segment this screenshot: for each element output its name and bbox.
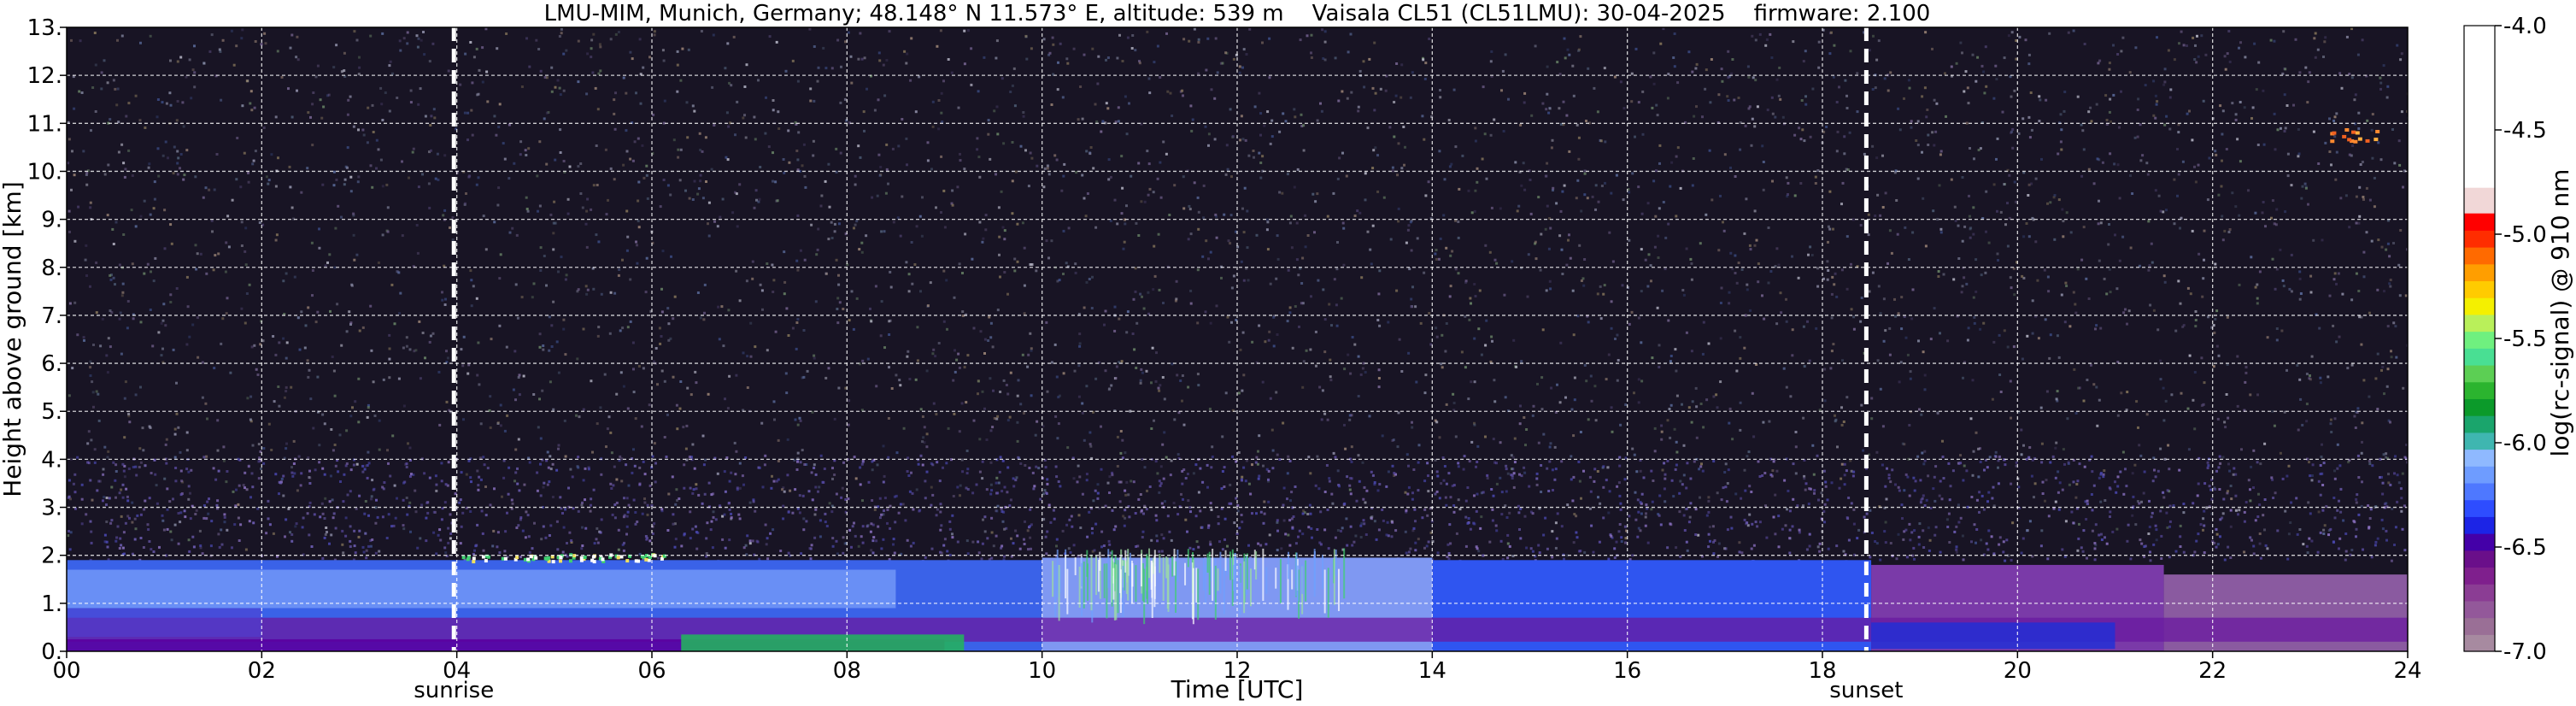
y-tick-label: 1.: [41, 591, 62, 617]
x-tick-label: 10: [1028, 658, 1056, 684]
colorbar-segment: [2464, 297, 2495, 315]
colorbar-tick-label: -4.5: [2503, 118, 2547, 144]
colorbar-segment: [2464, 634, 2495, 652]
colorbar-label: log(rc-signal) @ 910 nm: [2546, 169, 2574, 457]
sunrise-label: sunrise: [414, 678, 494, 703]
sunset-label: sunset: [1829, 678, 1903, 703]
grid-lines: [67, 27, 2408, 651]
colorbar-segment: [2464, 415, 2495, 433]
colorbar-tick-label: -5.0: [2503, 222, 2547, 248]
bl-blue-evening: [1871, 622, 2115, 650]
colorbar-tick-label: -7.0: [2503, 639, 2547, 665]
y-tick-label: 11.: [27, 111, 62, 137]
y-tick-label: 8.: [41, 256, 62, 281]
plot-area: [67, 27, 2408, 651]
colorbar-segment: [2464, 499, 2495, 517]
y-tick-label: 9.: [41, 208, 62, 233]
x-tick-label: 20: [2004, 658, 2032, 684]
y-tick-label: 12.: [27, 63, 62, 89]
x-tick-label: 06: [637, 658, 666, 684]
cloud-streaks: [461, 127, 2380, 625]
colorbar-segment: [2464, 331, 2495, 349]
y-tick-label: 6.: [41, 351, 62, 377]
colorbar-segment: [2464, 348, 2495, 366]
colorbar: -7.0 -6.5 -6.0 -5.5 -5.0 -4.5 -4.0 log(rc-signa…: [2463, 14, 2574, 665]
y-tick-label: 2.: [41, 544, 62, 569]
x-tick-label: 22: [2198, 658, 2227, 684]
y-tick-label: 4.: [41, 447, 62, 473]
colorbar-segment: [2464, 247, 2495, 265]
x-tick-label: 12: [1223, 658, 1251, 684]
y-tick-label: 5.: [41, 399, 62, 425]
colorbar-segment: [2464, 516, 2495, 534]
colorbar-tick-label: -6.0: [2503, 431, 2547, 456]
axes: 00 02 04 06 08 10 12 14 16 18 20 22 24 0. 1. 2. 3. 4. 5. 6.…: [27, 15, 2422, 684]
x-tick-label: 04: [443, 658, 471, 684]
colorbar-segment: [2464, 466, 2495, 484]
bl-early: [67, 608, 262, 638]
y-tick-label: 7.: [41, 303, 62, 329]
noise-speckle: [67, 27, 2408, 563]
colorbar-segment: [2464, 533, 2495, 551]
colorbar-tick-label: -5.5: [2503, 327, 2547, 352]
colorbar-segment: [2464, 381, 2495, 399]
colorbar-segment: [2464, 617, 2495, 635]
colorbar-segment: [2464, 213, 2495, 231]
bl-green-patch: [681, 634, 965, 651]
x-tick-label: 18: [1808, 658, 1836, 684]
x-axis-label: Time [UTC]: [1171, 675, 1304, 703]
colorbar-segment: [2464, 550, 2495, 568]
y-tick-label: 0.: [41, 639, 62, 665]
colorbar-segment: [2464, 432, 2495, 450]
colorbar-segment: [2464, 449, 2495, 467]
colorbar-tick-label: -4.0: [2503, 14, 2547, 39]
x-tick-label: 14: [1418, 658, 1446, 684]
y-tick-label: 3.: [41, 496, 62, 521]
colorbar-segment: [2464, 280, 2495, 298]
bl-residual: [67, 569, 896, 609]
x-tick-label: 08: [833, 658, 861, 684]
colorbar-tick-label: -6.5: [2503, 535, 2547, 561]
x-tick-label: 24: [2393, 658, 2421, 684]
x-tick-label: 00: [52, 658, 80, 684]
colorbar-segment: [2464, 482, 2495, 501]
y-axis-label: Height above ground [km]: [0, 181, 26, 497]
colorbar-segment: [2464, 567, 2495, 585]
colorbar-segment: [2464, 364, 2495, 383]
colorbar-segment: [2464, 314, 2495, 332]
x-tick-label: 16: [1613, 658, 1641, 684]
colorbar-segment: [2464, 584, 2495, 602]
y-tick-label: 13.: [27, 15, 62, 41]
colorbar-segment: [2464, 600, 2495, 619]
colorbar-segment: [2464, 263, 2495, 282]
x-tick-label: 02: [248, 658, 276, 684]
sun-lines: sunrise sunset: [414, 27, 1904, 703]
colorbar-segment: [2464, 187, 2495, 214]
y-tick-label: 10.: [27, 159, 62, 185]
colorbar-segment: [2464, 26, 2495, 188]
colorbar-segment: [2464, 398, 2495, 416]
chart-title: LMU-MIM, Munich, Germany; 48.148° N 11.5…: [544, 1, 1931, 26]
colorbar-segment: [2464, 230, 2495, 248]
